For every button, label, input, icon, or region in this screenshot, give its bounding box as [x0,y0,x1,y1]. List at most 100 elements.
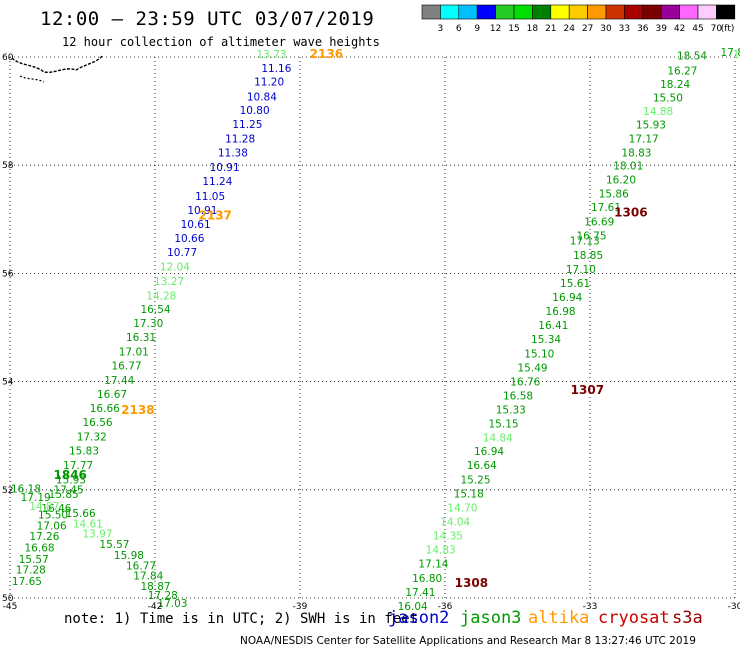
wave-height-value: 16.69 [584,216,614,228]
wave-height-value: 16.77 [126,560,156,572]
wave-height-value: 16.31 [126,332,156,344]
lat-tick-label: 60 [2,53,14,63]
wave-height-value: 18.54 [677,51,707,63]
scale-label: 9 [474,24,480,34]
lat-tick-label: 54 [2,378,14,388]
wave-height-value: 17.32 [77,432,107,444]
scale-label: 27 [582,24,593,34]
wave-height-value: 17.13 [570,236,600,248]
pass-time-label: 1308 [455,576,488,590]
wave-height-value: 15.98 [114,550,144,562]
wave-height-value: 17.84 [133,571,163,583]
wave-height-value: 13.97 [83,528,113,540]
wave-height-value: 16.64 [467,460,497,472]
wave-height-value: 16.56 [83,417,113,429]
wave-height-value: 14.88 [643,106,673,118]
track-jason3-southeast: 17.45 15.6614.6113.9715.5715.9816.7717.84… [54,485,188,611]
wave-height-value: 16.94 [552,292,582,304]
lon-tick-label: -33 [583,602,598,612]
page-subtitle: 12 hour collection of altimeter wave hei… [62,35,380,49]
scale-label: 45 [692,24,703,34]
wave-height-value: 18.01 [613,161,643,173]
wave-height-value: 17.28 [148,590,178,602]
wave-height-value: 16.46 [41,503,71,515]
wave-height-value: 15.66 [66,508,96,520]
wave-height-value: 11.16 [261,63,291,75]
pass-time-label: 2138 [121,403,154,417]
wave-height-value: 17.65 [12,576,42,588]
lon-tick-label: -39 [293,602,308,612]
wave-height-value: 14.70 [447,502,477,514]
scale-label: 39 [655,24,667,34]
pass-time-label: 2137 [199,208,232,222]
wave-height-value: 16.66 [90,403,120,415]
lon-tick-label: -45 [3,602,18,612]
axis-tick-labels: -45 -42 -39 -36 -33 -30 50 52 54 56 58 60 [2,53,740,612]
track-top-right: 17.8918.0714 [721,47,740,61]
pass-time-labels: 2136 2137 2138 1846 1306 1307 1308 [54,47,648,590]
page-title: 12:00 – 23:59 UTC 03/07/2019 [40,8,375,30]
wave-height-value: 11.28 [225,133,255,145]
wave-height-value: 15.33 [496,405,526,417]
scale-label: 12 [490,24,501,34]
pass-time-label: 1846 [54,468,87,482]
wave-height-value: 15.49 [518,362,548,374]
wave-height-value: 10.66 [174,233,204,245]
wave-height-value: 17.10 [566,264,596,276]
wave-height-value: 14.28 [146,290,176,302]
satellite-legend-jason2: jason2 [388,608,450,628]
wave-height-value: 16.67 [97,389,127,401]
wave-height-value: 11.25 [232,119,262,131]
wave-height-value: 15.57 [19,554,49,566]
wave-height-value: 15.86 [599,189,629,201]
wave-height-value: 16.58 [503,390,533,402]
wave-height-value: 16.04 [398,601,428,612]
scale-label: 33 [619,24,630,34]
lat-tick-label: 52 [2,486,13,496]
wave-height-value: 17.45 [54,485,84,497]
pass-time-label: 1307 [571,383,604,397]
scale-label: 15 [508,24,519,34]
wave-height-value: 17.30 [133,318,163,330]
wave-height-value: 12.04 [160,262,190,274]
wave-height-value: 14.84 [483,433,513,445]
wave-height-value: 17.03 [157,598,187,610]
wave-height-value: 17.06 [37,520,67,532]
wave-height-value: 17.19 [21,492,51,504]
wave-height-value: 16.77 [112,361,142,373]
wave-height-tracks: 13.73 11.16 11.20 10.84 10.80 11.25 11.28 11.38… [11,47,740,612]
pass-time-label: 1306 [614,206,647,220]
wave-height-value: 15.93 [636,119,666,131]
color-scale: 3 6 9 12 15 18 21 24 27 30 33 36 39 42 45 70(ft) [421,4,736,34]
coastline [11,55,103,83]
wave-height-value: 14.04 [440,517,470,529]
wave-height-value: 18.85 [573,250,603,262]
scale-label: 18 [527,24,539,34]
satellite-legend-jason3: jason3 [460,608,522,628]
wave-height-value: 18.07 [733,49,740,61]
wave-height-value: 16.98 [546,306,576,318]
wave-height-value: 16.68 [25,542,55,554]
wave-height-value: 17.77 [63,460,93,472]
lon-tick-label: -30 [728,602,740,612]
wave-height-value: 16.20 [606,175,636,187]
wave-height-value: 10.91 [187,205,217,217]
wave-height-value: 14.83 [426,545,456,557]
lat-tick-label: 58 [2,161,14,171]
wave-height-value: 15.83 [69,446,99,458]
wave-height-value: 10.84 [247,91,277,103]
wave-height-value: 17.17 [629,133,659,145]
scale-swatch [716,4,736,20]
wave-height-value: 10.61 [181,219,211,231]
satellite-legend-s3a: s3a [672,608,703,628]
scale-label: 42 [674,24,685,34]
scale-label: 6 [456,24,462,34]
wave-height-value: 10.91 [210,162,240,174]
wave-height-value: 17.01 [119,347,149,359]
altimeter-map: 13.73 11.16 11.20 10.84 10.80 11.25 11.28 11.38… [2,47,740,612]
lon-tick-label: -36 [438,602,453,612]
wave-height-value: 15.15 [489,419,519,431]
wave-height-value: 18.24 [660,79,690,91]
scale-label: 70 [711,24,723,34]
